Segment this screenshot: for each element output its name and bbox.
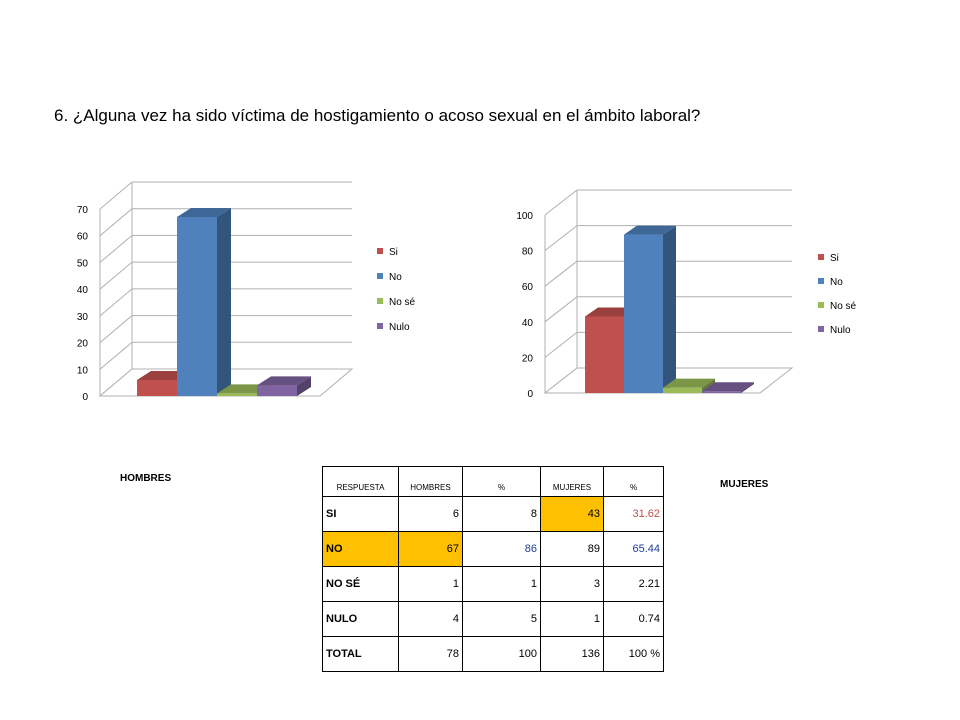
y-tick-label: 20 [77,339,89,350]
cell-mujeres: 1 [541,602,604,637]
chart-mujeres-svg: 0 20 40 60 80 100 Si No No sé Nulo [500,175,900,420]
gridline-depth [545,226,577,251]
cell-percent-mujeres: 0.74 [604,602,664,637]
y-tick-label: 20 [522,353,534,364]
gridline-depth [100,182,132,209]
cell-percent-hombres: 5 [463,602,541,637]
y-tick-label: 0 [527,389,533,400]
legend-swatch-si [818,254,824,260]
cell-percent-mujeres: 65.44 [604,532,664,567]
y-tick-label: 40 [77,285,89,296]
caption-hombres: HOMBRES [120,473,171,484]
table-header-row: RESPUESTA HOMBRES % MUJERES % [323,467,664,497]
legend-label-si: Si [389,247,398,258]
bar-front-si [585,316,624,393]
cell-percent-hombres: 8 [463,497,541,532]
y-tick-label: 60 [77,232,89,243]
legend-label-no: No [830,277,843,288]
gridline-depth [545,261,577,286]
legend-swatch-no-se [818,302,824,308]
gridline-depth [100,316,132,343]
legend-swatch-no-se [377,298,383,304]
cell-mujeres: 3 [541,567,604,602]
legend-label-nulo: Nulo [830,325,851,336]
gridline-depth [545,297,577,322]
table-row: TOTAL 78 100 136 100 % [323,637,664,672]
y-tick-label: 80 [522,247,534,258]
cell-percent-mujeres: 2.21 [604,567,664,602]
cell-percent-mujeres: 31.62 [604,497,664,532]
table-row: NO SÉ 1 1 3 2.21 [323,567,664,602]
cell-percent-hombres: 100 [463,637,541,672]
gridline-depth [100,209,132,236]
cell-hombres: 78 [399,637,463,672]
cell-hombres: 1 [399,567,463,602]
bar-front-si [137,380,177,396]
legend-label-nulo: Nulo [389,322,410,333]
y-tick-label: 30 [77,312,89,323]
chart-hombres-svg: 0 10 20 30 40 50 60 70 Si No No sé Nulo [50,170,450,415]
header-hombres: HOMBRES [399,467,463,497]
cell-hombres: 6 [399,497,463,532]
gridline-depth [545,332,577,357]
bar-front-no [624,235,663,393]
legend-swatch-no [818,278,824,284]
legend-label-no-se: No sé [830,301,857,312]
bar-side-no [217,208,231,396]
legend-swatch-nulo [377,323,383,329]
bar-front-no-se [663,388,702,393]
cell-mujeres: 43 [541,497,604,532]
row-label: NO [323,532,399,567]
legend-swatch-no [377,273,383,279]
gridline-depth [545,190,577,215]
cell-percent-hombres: 86 [463,532,541,567]
row-label: NULO [323,602,399,637]
cell-percent-hombres: 1 [463,567,541,602]
legend-label-no-se: No sé [389,297,416,308]
cell-percent-mujeres: 100 % [604,637,664,672]
bar-front-nulo [257,385,297,396]
legend-label-no: No [389,272,402,283]
cell-mujeres: 89 [541,532,604,567]
cell-hombres: 4 [399,602,463,637]
row-label: NO SÉ [323,567,399,602]
bar-front-no-se [217,393,257,396]
header-percent-mujeres: % [604,467,664,497]
cell-mujeres: 136 [541,637,604,672]
row-label: SI [323,497,399,532]
chart-mujeres: 0 20 40 60 80 100 Si No No sé Nulo [500,175,900,420]
cell-hombres: 67 [399,532,463,567]
y-tick-label: 70 [77,205,89,216]
table-row: SI 6 8 43 31.62 [323,497,664,532]
caption-mujeres: MUJERES [720,479,768,490]
table-row: NULO 4 5 1 0.74 [323,602,664,637]
bar-no [624,226,676,393]
y-tick-label: 10 [77,365,89,376]
legend-label-si: Si [830,253,839,264]
bar-side-no [663,226,676,393]
question-title: 6. ¿Alguna vez ha sido víctima de hostig… [54,106,700,126]
y-tick-label: 100 [516,211,533,222]
chart-hombres: 0 10 20 30 40 50 60 70 Si No No sé Nulo [50,170,450,415]
header-mujeres: MUJERES [541,467,604,497]
bar-front-nulo [702,391,741,393]
gridline-depth [100,289,132,316]
y-tick-label: 0 [82,392,88,403]
gridline-depth [100,235,132,262]
header-percent-hombres: % [463,467,541,497]
y-tick-label: 40 [522,318,534,329]
y-tick-label: 50 [77,258,89,269]
legend-swatch-si [377,248,383,254]
y-tick-label: 60 [522,282,534,293]
table-row: NO 67 86 89 65.44 [323,532,664,567]
legend-swatch-nulo [818,326,824,332]
gridline-depth [100,262,132,289]
row-label: TOTAL [323,637,399,672]
header-respuesta: RESPUESTA [323,467,399,497]
bar-front-no [177,217,217,396]
gridline-depth [100,342,132,369]
results-table: RESPUESTA HOMBRES % MUJERES % SI 6 8 43 … [322,466,664,672]
bar-no [177,208,231,396]
